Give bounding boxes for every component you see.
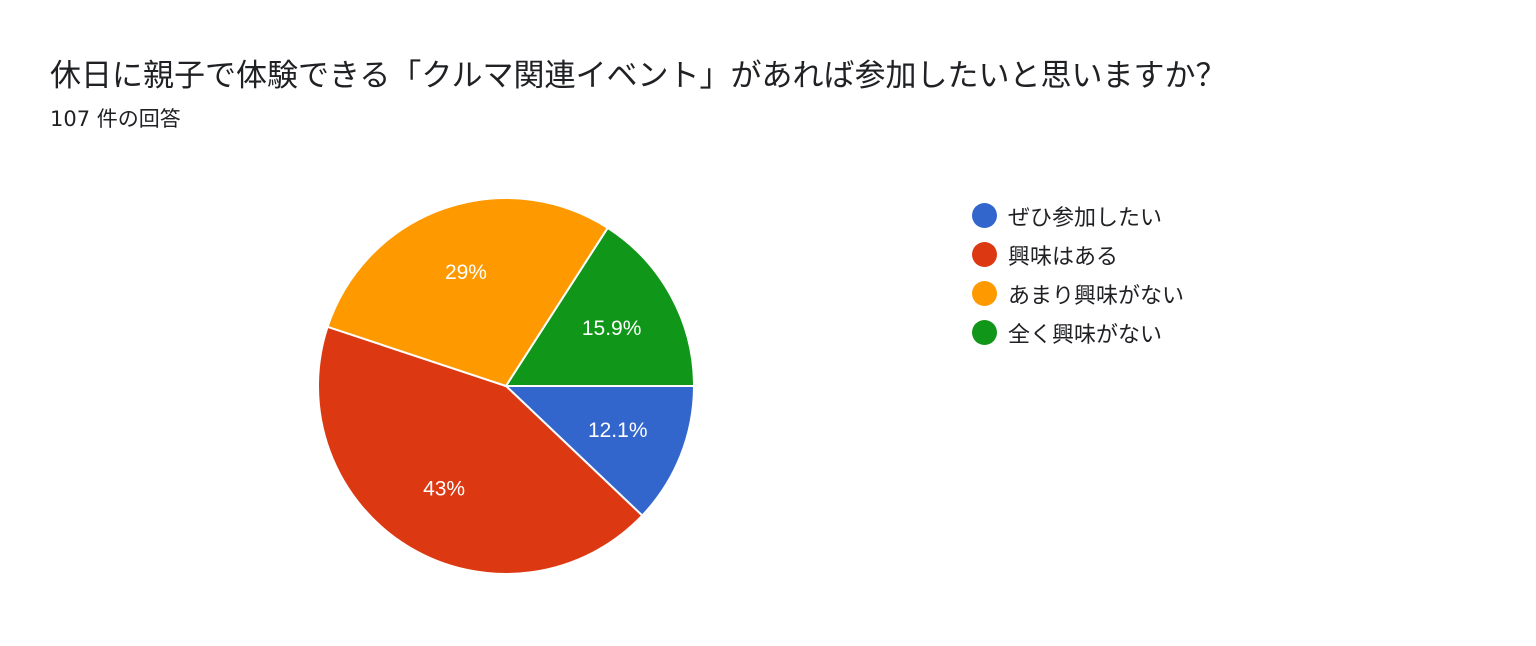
slice-value-label-2: 43%	[423, 478, 465, 501]
legend-label: あまり興味がない	[1008, 283, 1185, 309]
pie-slice-2[interactable]	[317, 325, 644, 575]
pie-slice-3[interactable]	[326, 197, 610, 388]
legend-item-2[interactable]: 興味はある	[972, 235, 1184, 274]
legend-swatch-icon	[972, 242, 997, 267]
legend-swatch-icon	[972, 320, 997, 345]
slice-value-label-1: 12.1%	[588, 419, 648, 442]
pie-chart: 12.1% 43% 29% 15.9%	[317, 197, 696, 575]
response-count: 107 件の回答	[50, 107, 181, 131]
pie-slice-4[interactable]	[504, 226, 696, 387]
chart-title: 休日に親子で体験できる「クルマ関連イベント」があれば参加したいと思いますか？	[50, 58, 1227, 94]
legend-item-4[interactable]: 全く興味がない	[972, 313, 1184, 352]
legend-label: 興味はある	[1008, 244, 1119, 270]
pie-slice-1[interactable]	[503, 385, 696, 517]
chart-legend: ぜひ参加したい 興味はあるあまり興味がない 全く興味がない	[972, 196, 1184, 352]
legend-label: 全く興味がない	[1008, 322, 1163, 348]
legend-swatch-icon	[972, 281, 997, 306]
slice-value-label-3: 29%	[445, 261, 487, 284]
legend-swatch-icon	[972, 203, 997, 228]
slice-value-label-4: 15.9%	[582, 317, 642, 340]
legend-item-1[interactable]: ぜひ参加したい	[972, 196, 1184, 235]
legend-label: ぜひ参加したい	[1008, 205, 1163, 231]
legend-item-3[interactable]: あまり興味がない	[972, 274, 1184, 313]
